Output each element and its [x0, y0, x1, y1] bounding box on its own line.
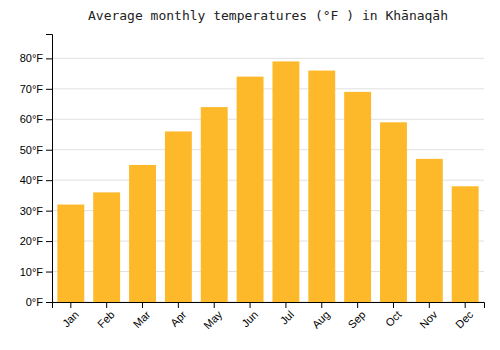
tick-mark [429, 302, 430, 308]
tick-label: May [201, 308, 225, 332]
tick-mark [46, 89, 52, 90]
tick-label: 10°F [20, 266, 44, 278]
bar [344, 92, 371, 302]
tick-label: Mar [131, 308, 153, 330]
tick: Oct [383, 302, 404, 329]
tick-label: Aug [310, 308, 332, 330]
bar [452, 186, 479, 302]
tick: 40°F [20, 174, 52, 186]
tick: 80°F [20, 52, 52, 64]
grid-line [52, 119, 484, 120]
tick: Sep [345, 302, 367, 331]
bar [57, 205, 84, 302]
bar [93, 192, 120, 302]
tick-mark [46, 241, 52, 242]
bars [57, 61, 478, 302]
grid [52, 58, 484, 302]
tick-label: 20°F [20, 235, 44, 247]
title: Average monthly temperatures (°F ) in Kh… [88, 8, 448, 23]
tick: 0°F [26, 296, 52, 308]
tick-mark [465, 302, 466, 308]
tick-label: Oct [383, 308, 404, 329]
tick: 20°F [20, 235, 52, 247]
tick-label: 30°F [20, 205, 44, 217]
tick: 70°F [20, 83, 52, 95]
tick: Jun [239, 302, 260, 329]
tick-label: 80°F [20, 52, 44, 64]
tick-mark [214, 302, 215, 308]
tick-mark [46, 272, 52, 273]
bar [165, 131, 192, 302]
tick-label: Jul [278, 308, 296, 326]
tick: Feb [95, 302, 117, 330]
tick-mark [106, 302, 107, 308]
tick-mark [46, 119, 52, 120]
tick: Nov [417, 302, 440, 331]
axis-line [53, 303, 485, 309]
tick-label: 0°F [26, 296, 44, 308]
tick: 50°F [20, 144, 52, 156]
bar [237, 77, 264, 302]
tick-label: Jan [60, 308, 81, 329]
tick: Jan [60, 302, 81, 329]
tick-label: 50°F [20, 144, 44, 156]
bar [201, 107, 228, 302]
tick-label: Apr [168, 308, 189, 329]
tick: 60°F [20, 113, 52, 125]
tick: 10°F [20, 266, 52, 278]
tick-label: Feb [95, 308, 117, 330]
bar [308, 71, 335, 302]
bar [272, 61, 299, 302]
bar [416, 159, 443, 302]
tick: 30°F [20, 205, 52, 217]
axis-line [46, 35, 53, 303]
tick-label: Dec [453, 308, 476, 331]
bar [380, 122, 407, 302]
tick-mark [46, 180, 52, 181]
tick: Apr [168, 302, 189, 329]
tick-label: Jun [239, 308, 260, 329]
tick-mark [178, 302, 179, 308]
tick-label: 70°F [20, 83, 44, 95]
tick-label: Nov [417, 308, 440, 331]
bar [129, 165, 156, 302]
tick-mark [46, 150, 52, 151]
tick-mark [285, 302, 286, 308]
plot: Jan Feb Mar Apr May Jun Jul Aug Sep Oct Nov Dec 0°F 1… [20, 35, 485, 332]
tick-mark [321, 302, 322, 308]
tick-label: Sep [345, 308, 367, 330]
tick-label: 40°F [20, 174, 44, 186]
tick-mark [46, 211, 52, 212]
grid-line [52, 149, 484, 150]
tick-mark [142, 302, 143, 308]
tick: Jul [278, 302, 296, 327]
tick: May [201, 302, 225, 331]
grid-line [52, 58, 484, 59]
tick: Aug [310, 302, 332, 331]
y-axis: 0°F 10°F 20°F 30°F 40°F 50°F 60°F 70°F 80°F [20, 35, 53, 309]
tick-mark [46, 302, 52, 303]
tick-mark [393, 302, 394, 308]
x-axis: Jan Feb Mar Apr May Jun Jul Aug Sep Oct Nov Dec [53, 302, 485, 331]
tick-mark [357, 302, 358, 308]
grid-line [52, 88, 484, 89]
tick-mark [250, 302, 251, 308]
tick: Dec [453, 302, 476, 331]
tick-label: 60°F [20, 113, 44, 125]
tick-mark [46, 58, 52, 59]
tick-mark [70, 302, 71, 308]
chart: Jan Feb Mar Apr May Jun Jul Aug Sep Oct Nov Dec 0°F 1… [0, 0, 500, 350]
tick: Mar [131, 302, 153, 330]
